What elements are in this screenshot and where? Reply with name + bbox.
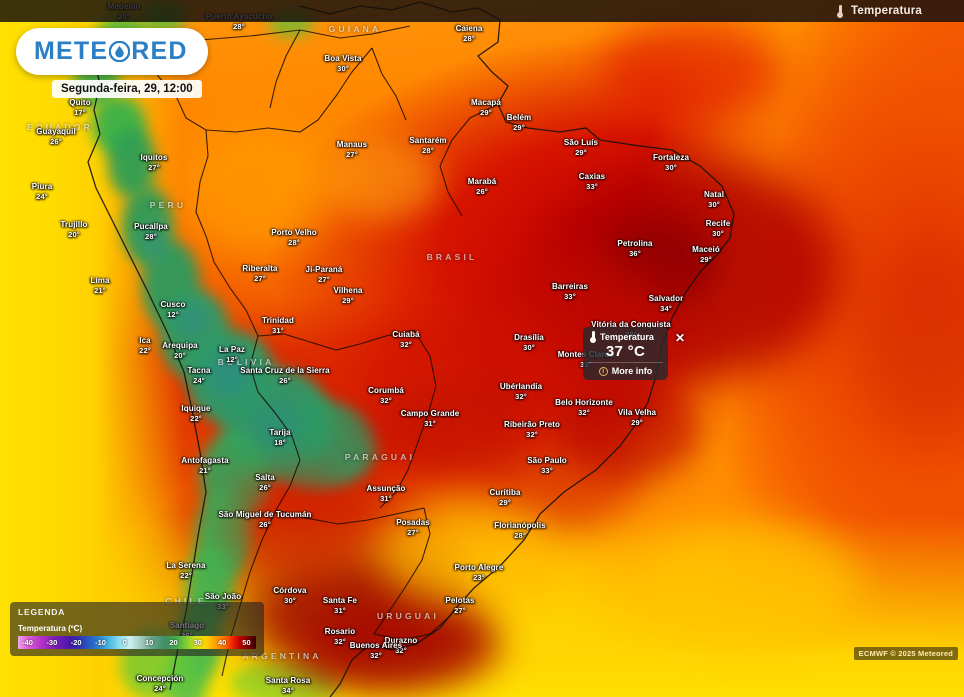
country-label: BRASIL: [426, 252, 478, 262]
map-attribution: ECMWF © 2025 Meteored: [853, 647, 958, 660]
legend-tick: -10: [95, 638, 106, 647]
legend-subtitle: Temperatura (ºC): [18, 624, 83, 633]
popup-title: Temperatura: [600, 332, 654, 342]
legend-tick: 50: [242, 638, 251, 647]
legend-title: LEGENDA: [18, 607, 66, 617]
logo-text-left: METE: [34, 37, 109, 65]
popup-header: Temperatura: [588, 331, 663, 343]
thermometer-icon: [590, 331, 596, 343]
logo-text-right: RED: [131, 37, 188, 65]
country-label: PERU: [149, 200, 187, 210]
legend-tick: 10: [144, 638, 154, 647]
layer-label: Temperatura: [850, 5, 922, 17]
temperature-popup[interactable]: Temperatura 37 °C i More info: [583, 327, 668, 380]
close-icon[interactable]: ✕: [674, 331, 686, 345]
info-circle-icon: i: [598, 366, 608, 376]
more-info-label: More info: [611, 366, 653, 376]
legend-tick: 40: [217, 638, 227, 647]
thermometer-icon: [837, 4, 844, 18]
meteored-logo[interactable]: METE RED: [16, 28, 208, 75]
top-layer-bar: Temperatura: [0, 0, 964, 22]
country-label: EQUADOR: [27, 122, 93, 132]
legend-tick: 0: [122, 638, 127, 647]
legend-tick: -20: [70, 638, 82, 647]
date-stamp: Segunda-feira, 29, 12:00: [52, 80, 202, 98]
brand-block: METE RED Segunda-feira, 29, 12:00: [16, 28, 208, 98]
country-label: PARAGUAI: [344, 452, 416, 462]
legend-tick: 30: [193, 638, 202, 647]
country-label: URUGUAI: [376, 611, 440, 621]
water-drop-icon: [109, 41, 131, 62]
country-label: BOLIVIA: [217, 357, 275, 367]
popup-temperature-value: 37 °C: [605, 343, 646, 360]
temperature-color-scale: -40 -30 -20 -10 0 10 20 30 40 50: [18, 636, 256, 649]
country-label: ARGENTINA: [242, 651, 322, 661]
legend-tick: -40: [22, 638, 33, 647]
more-info-button[interactable]: i More info: [588, 366, 663, 377]
legend-tick: 20: [169, 638, 178, 647]
legend-panel: LEGENDA Temperatura (ºC) -40 -30 -20 -10 0 10…: [10, 602, 264, 656]
country-label: GUIANA: [328, 24, 382, 34]
country-label: CHILE: [165, 596, 207, 606]
popup-divider: [588, 362, 663, 363]
legend-tick: -30: [46, 638, 58, 647]
